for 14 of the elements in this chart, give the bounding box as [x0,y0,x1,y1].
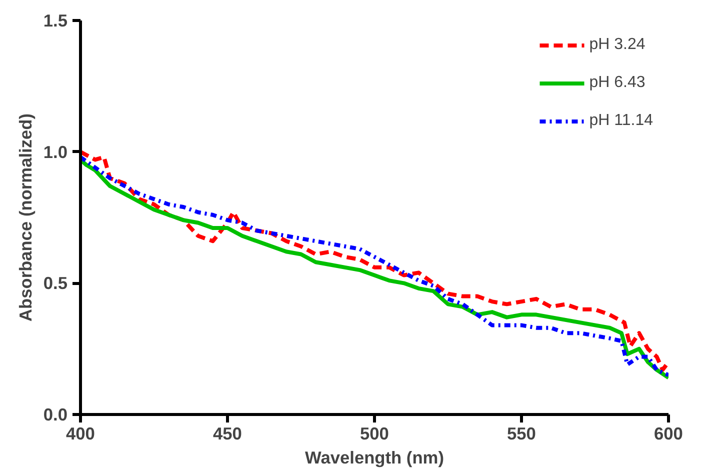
x-tick-label: 500 [360,424,389,444]
legend-label: pH 3.24 [589,36,646,54]
x-axis-title: Wavelength (nm) [305,448,444,468]
x-tick-label: 400 [66,424,95,444]
y-tick-label: 0.5 [43,273,68,294]
y-tick-label: 1.5 [43,10,68,30]
y-tick-label: 1.0 [43,142,68,162]
y-tick-label: 0.0 [43,404,68,424]
x-tick-label: 550 [507,424,536,444]
legend-label: pH 6.43 [589,74,646,92]
legend-label: pH 11.14 [589,112,653,130]
x-tick-label: 450 [213,424,242,444]
y-axis-title: Absorbance (normalized) [15,114,36,322]
x-tick-label: 600 [654,424,683,444]
